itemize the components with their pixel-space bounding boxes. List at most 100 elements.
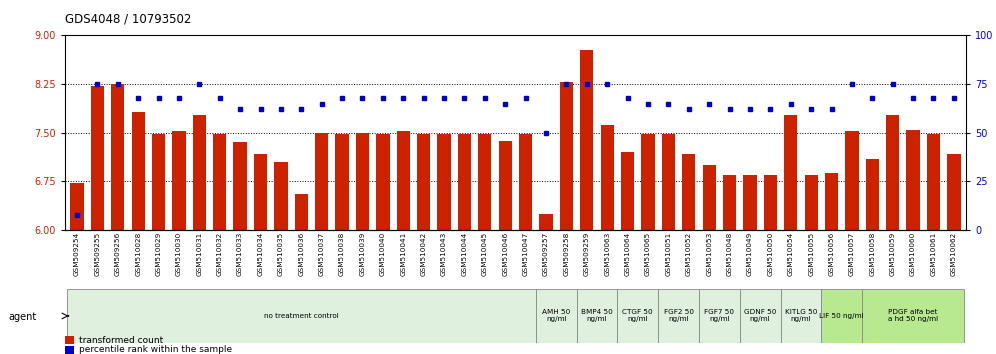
- Bar: [519, 134, 532, 230]
- Text: FGF2 50
ng/ml: FGF2 50 ng/ml: [663, 309, 693, 322]
- Bar: [906, 130, 919, 230]
- Text: GSM510055: GSM510055: [808, 231, 814, 275]
- Text: GSM510056: GSM510056: [829, 231, 835, 275]
- Bar: [65, 346, 74, 354]
- Bar: [723, 175, 736, 230]
- Text: GSM510053: GSM510053: [706, 231, 712, 275]
- Bar: [254, 154, 267, 230]
- Bar: [71, 183, 84, 230]
- Text: GSM510063: GSM510063: [605, 231, 611, 275]
- Bar: [661, 134, 675, 230]
- Bar: [417, 134, 430, 230]
- Text: GSM510043: GSM510043: [441, 231, 447, 275]
- Bar: [740, 289, 781, 343]
- Bar: [356, 133, 370, 230]
- Bar: [825, 173, 839, 230]
- Bar: [376, 134, 389, 230]
- Bar: [781, 289, 822, 343]
- Bar: [499, 141, 512, 230]
- Bar: [764, 175, 777, 230]
- Text: GSM510060: GSM510060: [910, 231, 916, 275]
- Bar: [658, 289, 699, 343]
- Text: GSM510031: GSM510031: [196, 231, 202, 275]
- Text: GSM510052: GSM510052: [686, 231, 692, 275]
- Text: GSM510065: GSM510065: [645, 231, 651, 275]
- Bar: [560, 82, 573, 230]
- Text: GSM510035: GSM510035: [278, 231, 284, 275]
- Text: GSM509259: GSM509259: [584, 231, 590, 275]
- Text: transformed count: transformed count: [79, 336, 163, 345]
- Bar: [846, 131, 859, 230]
- Text: GSM510046: GSM510046: [502, 231, 508, 275]
- Bar: [192, 115, 206, 230]
- Text: GSM510040: GSM510040: [379, 231, 385, 275]
- Bar: [112, 84, 124, 230]
- Bar: [702, 165, 716, 230]
- Bar: [784, 115, 798, 230]
- Text: GSM510059: GSM510059: [889, 231, 895, 275]
- Bar: [618, 289, 658, 343]
- Bar: [540, 214, 553, 230]
- Text: GSM510061: GSM510061: [930, 231, 936, 275]
- Text: GSM510062: GSM510062: [951, 231, 957, 275]
- Text: KITLG 50
ng/ml: KITLG 50 ng/ml: [785, 309, 817, 322]
- Text: GSM510045: GSM510045: [482, 231, 488, 275]
- Bar: [536, 289, 577, 343]
- Bar: [131, 112, 144, 230]
- Text: GSM510029: GSM510029: [155, 231, 161, 275]
- Text: GSM510030: GSM510030: [176, 231, 182, 275]
- Bar: [577, 289, 618, 343]
- Text: GSM510036: GSM510036: [298, 231, 305, 275]
- Text: PDGF alfa bet
a hd 50 ng/ml: PDGF alfa bet a hd 50 ng/ml: [888, 309, 938, 322]
- Text: GSM510064: GSM510064: [624, 231, 630, 275]
- Text: CTGF 50
ng/ml: CTGF 50 ng/ml: [622, 309, 653, 322]
- Bar: [213, 134, 226, 230]
- Bar: [805, 175, 818, 230]
- Bar: [274, 162, 288, 230]
- Text: GSM510042: GSM510042: [420, 231, 426, 275]
- Text: GDNF 50
ng/ml: GDNF 50 ng/ml: [744, 309, 776, 322]
- Bar: [152, 134, 165, 230]
- Bar: [621, 152, 634, 230]
- Bar: [947, 154, 960, 230]
- Text: GSM510032: GSM510032: [217, 231, 223, 275]
- Bar: [233, 143, 247, 230]
- Bar: [866, 159, 878, 230]
- Bar: [91, 86, 104, 230]
- Text: GSM510054: GSM510054: [788, 231, 794, 275]
- Text: GSM510028: GSM510028: [135, 231, 141, 275]
- Bar: [478, 134, 491, 230]
- Bar: [295, 194, 308, 230]
- Text: GDS4048 / 10793502: GDS4048 / 10793502: [65, 12, 191, 25]
- Bar: [863, 289, 964, 343]
- Text: agent: agent: [8, 312, 36, 322]
- Bar: [172, 131, 185, 230]
- Bar: [699, 289, 740, 343]
- Text: GSM509254: GSM509254: [74, 231, 80, 275]
- Text: FGF7 50
ng/ml: FGF7 50 ng/ml: [704, 309, 734, 322]
- Text: GSM510037: GSM510037: [319, 231, 325, 275]
- Bar: [886, 115, 899, 230]
- Text: GSM510041: GSM510041: [400, 231, 406, 275]
- Bar: [822, 289, 863, 343]
- Text: GSM510044: GSM510044: [461, 231, 467, 275]
- Text: GSM510047: GSM510047: [523, 231, 529, 275]
- Text: GSM510049: GSM510049: [747, 231, 753, 275]
- Text: GSM510038: GSM510038: [339, 231, 345, 275]
- Bar: [601, 125, 614, 230]
- Text: GSM510039: GSM510039: [360, 231, 366, 275]
- Text: AMH 50
ng/ml: AMH 50 ng/ml: [542, 309, 571, 322]
- Bar: [315, 133, 329, 230]
- Bar: [336, 134, 349, 230]
- Text: GSM510048: GSM510048: [726, 231, 733, 275]
- Text: LIF 50 ng/ml: LIF 50 ng/ml: [820, 313, 865, 319]
- Text: GSM509256: GSM509256: [115, 231, 121, 275]
- Text: GSM510051: GSM510051: [665, 231, 671, 275]
- Text: GSM509258: GSM509258: [564, 231, 570, 275]
- Text: GSM510058: GSM510058: [870, 231, 875, 275]
- Text: GSM510034: GSM510034: [258, 231, 264, 275]
- Text: GSM510057: GSM510057: [849, 231, 855, 275]
- Text: GSM510050: GSM510050: [767, 231, 773, 275]
- Bar: [641, 134, 654, 230]
- Bar: [396, 131, 410, 230]
